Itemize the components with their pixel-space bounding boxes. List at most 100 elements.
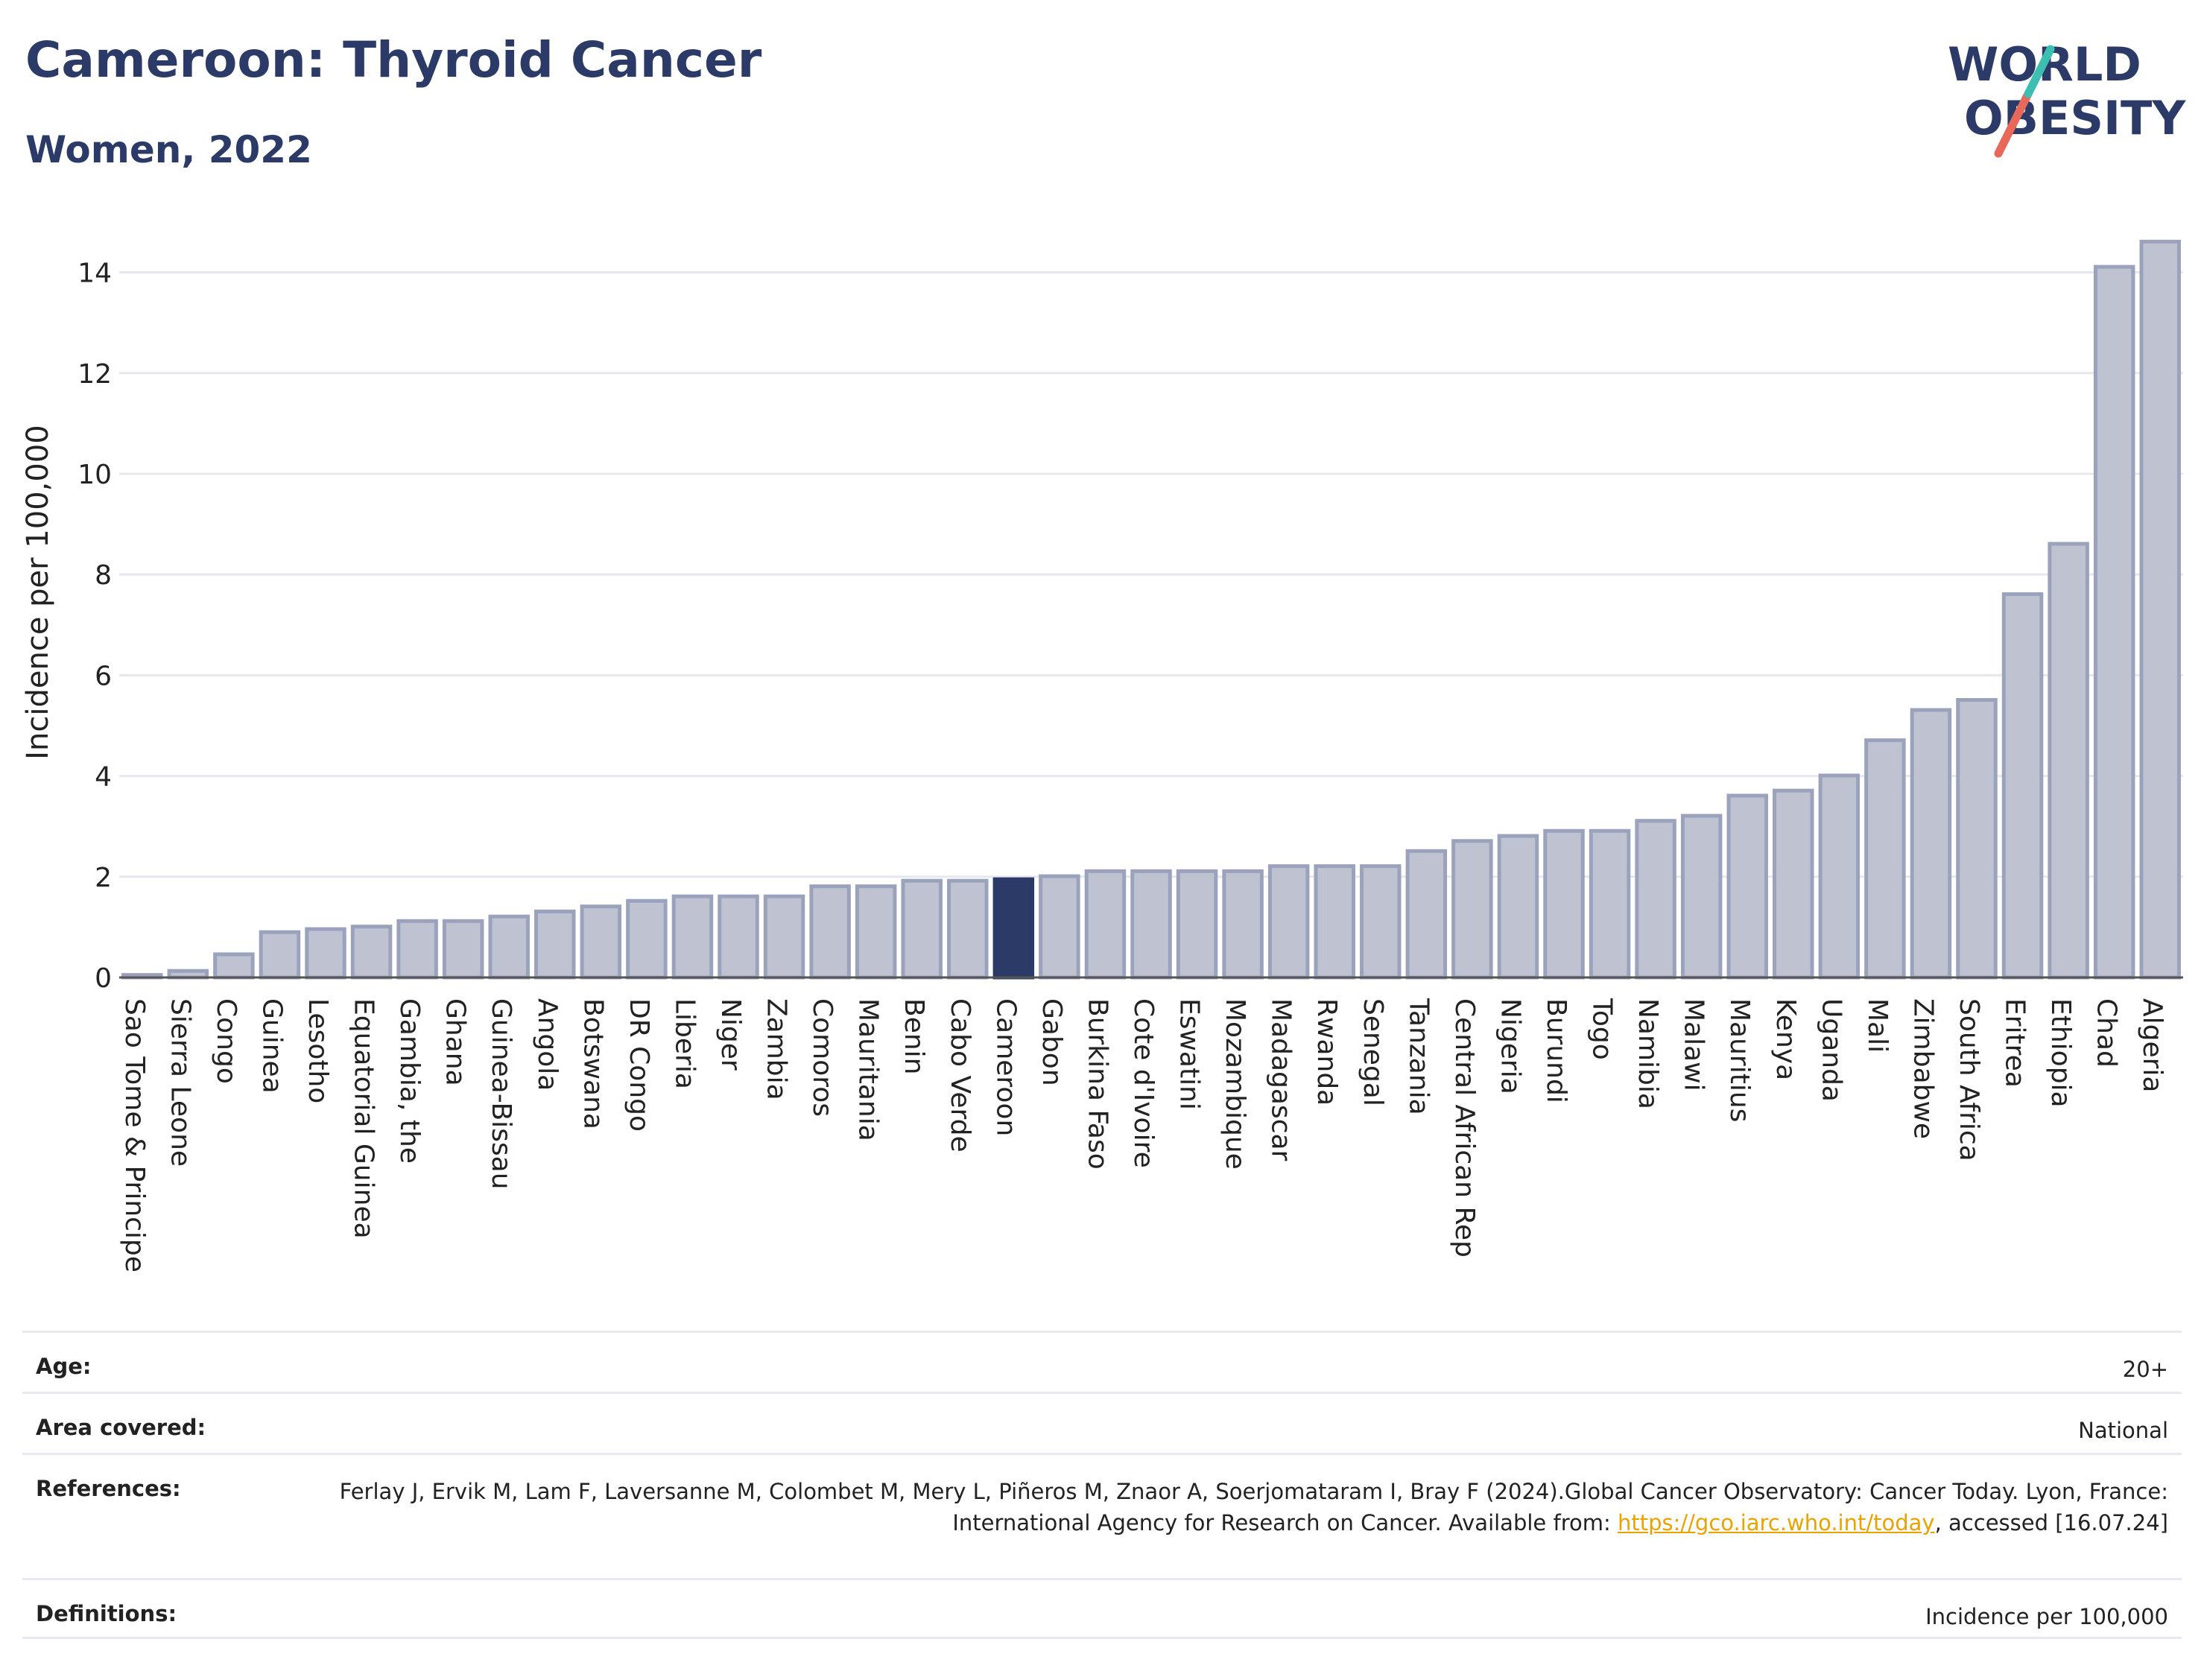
references-label: References: [36, 1476, 181, 1501]
bar-eritrea[interactable] [2001, 592, 2044, 980]
x-tick-label: Mauritania [853, 998, 884, 1141]
bar-chart: 0 2 4 6 8 10 12 14 Sao Tome & Principe Sierra Le… [21, 239, 2183, 1272]
x-tick-label: Gambia, the [394, 998, 425, 1164]
bar-gambia-the[interactable] [396, 919, 438, 980]
bar-congo[interactable] [213, 952, 255, 980]
x-tick-label: Central African Rep [1449, 998, 1480, 1258]
y-tick-label: 10 [77, 460, 112, 490]
bar-eswatini[interactable] [1176, 869, 1218, 980]
world-obesity-logo: WORLD OBESITY [1948, 37, 2186, 158]
x-tick-label: DR Congo [624, 998, 654, 1132]
meta-row-references: References: Ferlay J, Ervik M, Lam F, La… [22, 1453, 2182, 1578]
x-tick-label: Uganda [1816, 998, 1846, 1102]
meta-row-area: Area covered: National [22, 1392, 2182, 1453]
y-tick-label: 8 [95, 560, 112, 591]
references-text-2: , accessed [16.07.24] [1934, 1510, 2168, 1535]
bar-liberia[interactable] [671, 894, 714, 980]
bar-guinea-bissau[interactable] [488, 914, 530, 980]
logo-slash-coral [1994, 89, 2033, 158]
bar-rwanda[interactable] [1314, 864, 1355, 980]
area-value: National [2078, 1418, 2168, 1443]
references-text-1: Ferlay J, Ervik M, Lam F, Laversanne M, … [339, 1479, 2168, 1535]
x-tick-label: Eswatini [1174, 998, 1205, 1110]
bar-angola[interactable] [534, 909, 576, 980]
x-tick-label: South Africa [1954, 998, 1984, 1161]
bar-senegal[interactable] [1360, 864, 1402, 980]
bar-ethiopia[interactable] [2048, 542, 2089, 980]
bar-namibia[interactable] [1635, 819, 1676, 980]
references-link[interactable]: https://gco.iarc.who.int/today [1617, 1510, 1935, 1535]
bar-gabon[interactable] [1039, 874, 1080, 980]
x-tick-label: Cabo Verde [945, 998, 975, 1153]
y-tick-label: 14 [77, 259, 112, 289]
bar-madagascar[interactable] [1267, 864, 1310, 980]
x-tick-label: Madagascar [1266, 998, 1296, 1161]
bar-cameroon[interactable] [992, 877, 1035, 980]
x-tick-label: Guinea [256, 998, 287, 1094]
bar-nigeria[interactable] [1497, 834, 1539, 980]
logo-line2: OBESITY [1964, 91, 2186, 145]
x-tick-label: Tanzania [1403, 998, 1434, 1115]
bar-niger[interactable] [718, 894, 759, 980]
x-tick-label: Togo [1587, 998, 1618, 1060]
bar-malawi[interactable] [1680, 814, 1723, 980]
definitions-value: Incidence per 100,000 [1925, 1604, 2168, 1629]
bar-zimbabwe[interactable] [1910, 708, 1952, 980]
bar-comoros[interactable] [809, 884, 851, 980]
bar-kenya[interactable] [1773, 788, 1814, 980]
bar-south-africa[interactable] [1956, 698, 1998, 980]
x-tick-label: Angola [532, 998, 563, 1091]
bar-chad[interactable] [2093, 264, 2135, 980]
x-tick-label: Mali [1862, 998, 1893, 1053]
x-tick-label: Burkina Faso [1082, 998, 1112, 1170]
bar-benin[interactable] [901, 878, 943, 980]
meta-row-age: Age: 20+ [22, 1331, 2182, 1392]
x-tick-label: Zambia [761, 998, 792, 1100]
x-tick-label: Mauritius [1724, 998, 1755, 1122]
bar-central-african-rep[interactable] [1451, 839, 1493, 980]
bar-tanzania[interactable] [1405, 849, 1448, 980]
x-tick-label: Cote d'Ivoire [1128, 998, 1159, 1168]
bar-algeria[interactable] [2139, 239, 2181, 980]
x-tick-label: Eritrea [2000, 998, 2030, 1088]
bar-equatorial-guinea[interactable] [350, 925, 393, 980]
x-tick-label: Ghana [440, 998, 471, 1086]
bar-mauritius[interactable] [1726, 793, 1768, 980]
x-tick-label: Nigeria [1495, 998, 1525, 1094]
x-tick-label: Ethiopia [2045, 998, 2076, 1108]
y-axis-label: Incidence per 100,000 [21, 425, 55, 760]
bars [121, 239, 2181, 980]
x-tick-label: Sierra Leone [165, 998, 195, 1167]
page-title: Cameroon: Thyroid Cancer [25, 31, 762, 89]
x-axis-ticks: Sao Tome & Principe Sierra Leone Congo Guin… [119, 998, 2167, 1272]
bar-cote-d-ivoire[interactable] [1130, 869, 1172, 980]
bar-lesotho[interactable] [305, 927, 346, 980]
x-tick-label: Zimbabwe [1907, 998, 1938, 1139]
area-label: Area covered: [36, 1415, 206, 1440]
bar-zambia[interactable] [763, 894, 805, 980]
bar-burkina-faso[interactable] [1084, 869, 1127, 980]
x-tick-label: Comoros [807, 998, 837, 1117]
x-tick-label: Niger [715, 998, 746, 1071]
meta-row-definitions: Definitions: Incidence per 100,000 [22, 1578, 2182, 1639]
x-tick-label: Equatorial Guinea [349, 998, 379, 1239]
x-tick-label: Chad [2091, 998, 2122, 1068]
bar-guinea[interactable] [259, 930, 301, 980]
definitions-label: Definitions: [36, 1601, 177, 1626]
page-subtitle: Women, 2022 [25, 128, 312, 171]
bar-burundi[interactable] [1543, 828, 1585, 980]
bar-togo[interactable] [1589, 828, 1631, 980]
y-tick-label: 4 [95, 762, 112, 793]
bar-mauritania[interactable] [855, 884, 897, 980]
bar-mozambique[interactable] [1222, 869, 1264, 980]
x-tick-label: Rwanda [1311, 998, 1342, 1106]
bar-ghana[interactable] [442, 919, 484, 980]
bar-botswana[interactable] [580, 904, 622, 980]
bar-cabo-verde[interactable] [947, 878, 989, 980]
metadata-table: Age: 20+ Area covered: National Referenc… [22, 1331, 2182, 1639]
references-value: Ferlay J, Ervik M, Lam F, Laversanne M, … [320, 1476, 2168, 1578]
bar-uganda[interactable] [1818, 773, 1861, 980]
x-tick-label: Liberia [669, 998, 700, 1089]
bar-mali[interactable] [1864, 738, 1906, 980]
bar-dr-congo[interactable] [626, 898, 668, 980]
